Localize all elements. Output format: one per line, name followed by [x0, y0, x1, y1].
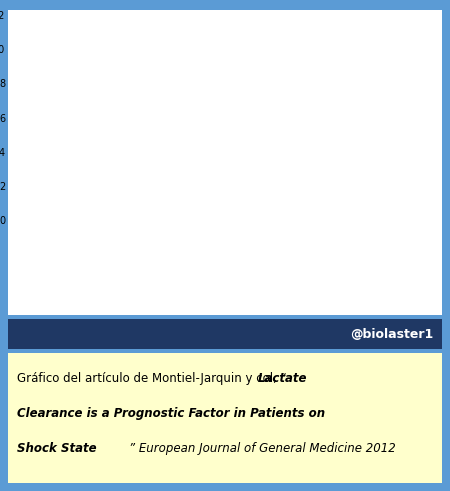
Bar: [268, 161, 292, 220]
Bar: [184, 92, 208, 220]
Text: Shock State: Shock State: [17, 442, 97, 455]
Bar: [52, 137, 76, 220]
Text: Figure 1.  Comparison between types of shock and lac-: Figure 1. Comparison between types of sh…: [17, 252, 324, 262]
Bar: [400, 140, 424, 220]
Text: ” European Journal of General Medicine 2012: ” European Journal of General Medicine 2…: [129, 442, 396, 455]
Text: Lactate: Lactate: [258, 372, 307, 384]
Text: tate levels at admission, at 6, 12 and 24 h.: tate levels at admission, at 6, 12 and 2…: [17, 281, 256, 291]
Bar: [353, 53, 377, 220]
Bar: [377, 176, 400, 220]
Bar: [28, 94, 52, 220]
Text: Gráfico del artículo de Montiel-Jarquin y col, “: Gráfico del artículo de Montiel-Jarquin …: [17, 372, 287, 384]
Text: @biolaster1: @biolaster1: [350, 327, 433, 340]
Bar: [244, 76, 268, 220]
Bar: [76, 94, 99, 220]
Legend: CARDIOGENIC, HYPOVOLEMIC, SEPTIC: CARDIOGENIC, HYPOVOLEMIC, SEPTIC: [134, 225, 316, 240]
Bar: [160, 143, 184, 220]
Bar: [136, 82, 160, 220]
Text: Clearance is a Prognostic Factor in Patients on: Clearance is a Prognostic Factor in Pati…: [17, 407, 325, 420]
Bar: [292, 122, 316, 220]
